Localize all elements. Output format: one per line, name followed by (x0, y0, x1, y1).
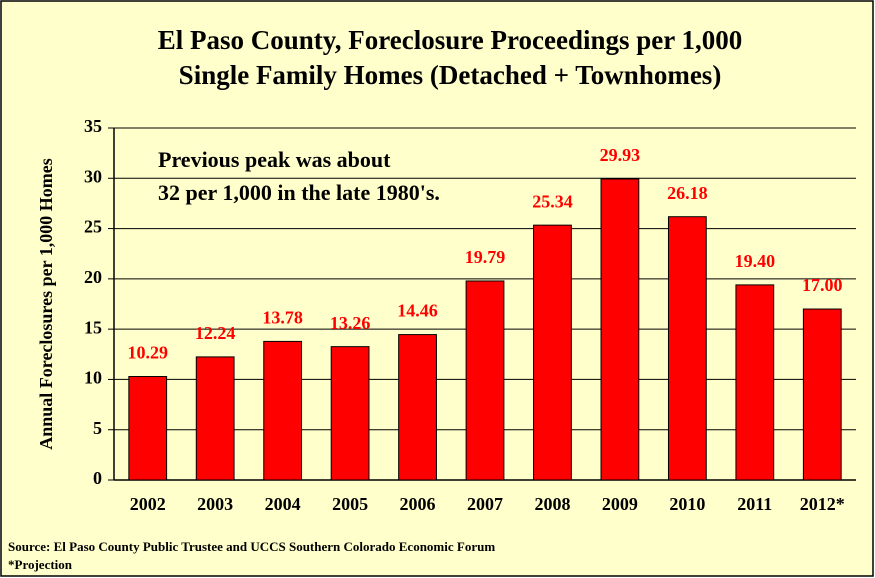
value-label: 26.18 (667, 183, 708, 203)
value-label: 25.34 (532, 191, 573, 211)
bar (600, 178, 640, 481)
bar (735, 284, 775, 481)
y-tick-label: 35 (84, 116, 102, 136)
y-tick-label: 10 (84, 368, 102, 388)
value-label: 29.93 (600, 145, 641, 165)
x-tick-label: 2003 (197, 494, 233, 514)
bar (195, 356, 235, 481)
y-axis-label: Annual Foreclosures per 1,000 Homes (36, 158, 56, 450)
value-label: 19.79 (465, 247, 506, 267)
y-tick-label: 20 (84, 267, 102, 287)
x-tick-label: 2009 (602, 494, 638, 514)
y-tick-label: 25 (84, 217, 102, 237)
x-tick-label: 2012* (800, 494, 845, 514)
value-label: 13.78 (262, 308, 303, 328)
bar (533, 224, 572, 481)
value-label: 14.46 (397, 301, 438, 321)
value-label: 12.24 (195, 323, 236, 343)
annotation: Previous peak was about (158, 147, 391, 172)
bar (128, 376, 168, 481)
x-tick-label: 2006 (400, 494, 436, 514)
bar (330, 346, 370, 481)
value-label: 19.40 (735, 251, 776, 271)
y-tick-label: 0 (93, 468, 102, 488)
bar (398, 334, 437, 481)
source-note: Source: El Paso County Public Trustee an… (8, 539, 495, 554)
y-tick-label: 5 (93, 418, 102, 438)
x-tick-label: 2002 (130, 494, 166, 514)
projection-note: *Projection (8, 557, 73, 572)
x-tick-label: 2010 (669, 494, 705, 514)
annotation: 32 per 1,000 in the late 1980's. (158, 180, 440, 205)
x-tick-label: 2008 (534, 494, 570, 514)
chart-title: Single Family Homes (Detached + Townhome… (179, 60, 722, 90)
bar (667, 216, 707, 481)
bar (263, 340, 303, 481)
x-tick-label: 2004 (265, 494, 301, 514)
value-label: 10.29 (127, 343, 168, 363)
x-tick-label: 2005 (332, 494, 368, 514)
bar (465, 280, 505, 481)
value-label: 17.00 (802, 275, 843, 295)
chart-title: El Paso County, Foreclosure Proceedings … (158, 25, 742, 55)
bar (802, 308, 842, 481)
y-tick-label: 30 (84, 166, 102, 186)
x-tick-label: 2007 (467, 494, 503, 514)
value-label: 13.26 (330, 313, 371, 333)
y-tick-label: 15 (84, 317, 102, 337)
x-tick-label: 2011 (737, 494, 772, 514)
